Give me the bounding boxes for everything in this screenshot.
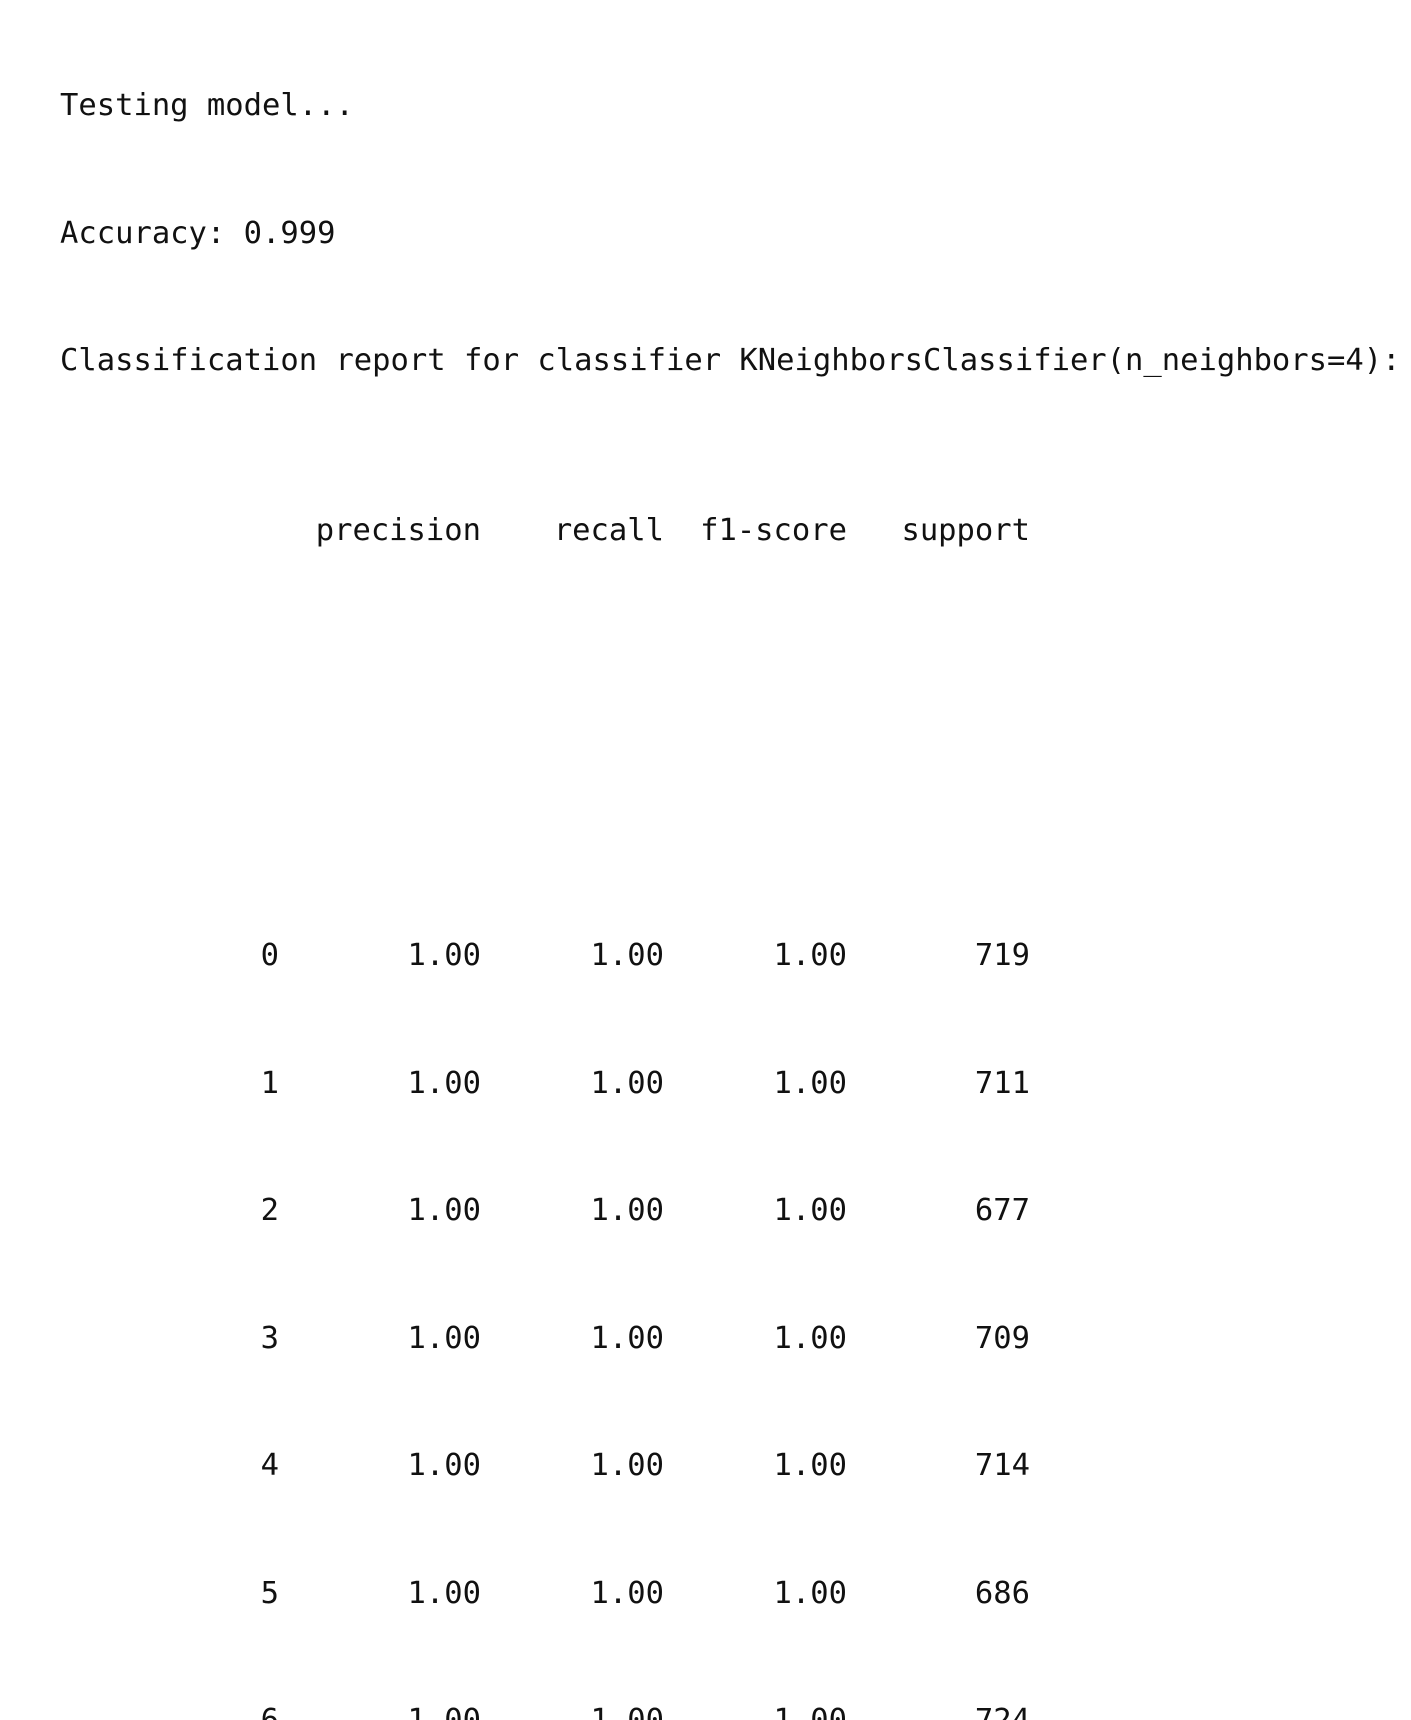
report-title-line: Classification report for classifier KNe… bbox=[60, 343, 1401, 378]
row-label: 3 bbox=[260, 1320, 279, 1356]
row-label: 2 bbox=[260, 1193, 279, 1228]
table-row: 2 1.00 1.00 1.00 677 bbox=[60, 1190, 1400, 1233]
row-label: 1 bbox=[260, 1065, 279, 1101]
row-recall: 1.00 bbox=[590, 1448, 664, 1483]
header-recall: recall bbox=[553, 513, 664, 548]
report-header-row: precision recall f1-score support bbox=[60, 510, 1400, 553]
blank-line bbox=[60, 680, 1400, 723]
row-precision: 1.00 bbox=[407, 1193, 481, 1228]
row-f1-score: 1.00 bbox=[773, 1320, 847, 1356]
row-precision: 1.00 bbox=[407, 1575, 481, 1611]
row-label: 5 bbox=[260, 1575, 279, 1611]
console-output: Testing model... Accuracy: 0.999 Classif… bbox=[60, 0, 1400, 1720]
row-support: 709 bbox=[974, 1320, 1030, 1356]
row-support: 724 bbox=[847, 1700, 1030, 1720]
row-f1-score: 1.00 bbox=[773, 1448, 847, 1483]
table-row: 6 1.00 1.00 1.00 724 bbox=[60, 1700, 1400, 1720]
row-f1-score: 1.00 bbox=[773, 1065, 847, 1101]
row-f1-score: 1.00 bbox=[773, 1193, 847, 1228]
row-support: 711 bbox=[974, 1065, 1030, 1101]
table-row: 0 1.00 1.00 1.00 719 bbox=[60, 935, 1400, 978]
row-precision: 1.00 bbox=[279, 1700, 481, 1720]
header-f1-score: f1-score bbox=[700, 513, 847, 548]
header-label-spacer bbox=[60, 510, 279, 553]
status-line: Testing model... bbox=[60, 88, 354, 123]
row-support: 677 bbox=[974, 1193, 1030, 1228]
row-label: 4 bbox=[260, 1448, 279, 1483]
row-label: 6 bbox=[60, 1700, 279, 1720]
row-recall: 1.00 bbox=[590, 938, 664, 973]
row-recall: 1.00 bbox=[590, 1320, 664, 1356]
row-label: 0 bbox=[260, 938, 279, 973]
row-recall: 1.00 bbox=[590, 1193, 664, 1228]
row-support: 686 bbox=[974, 1575, 1030, 1611]
table-row: 3 1.00 1.00 1.00 709 bbox=[60, 1318, 1400, 1361]
row-recall: 1.00 bbox=[590, 1575, 664, 1611]
row-recall: 1.00 bbox=[481, 1700, 664, 1720]
row-precision: 1.00 bbox=[407, 938, 481, 973]
class-rows: 0 1.00 1.00 1.00 719 1 1.00 1.00 1.00 71… bbox=[60, 850, 1400, 1720]
accuracy-line: Accuracy: 0.999 bbox=[60, 215, 336, 251]
row-f1-score: 1.00 bbox=[773, 1575, 847, 1611]
header-support: support bbox=[901, 513, 1030, 548]
row-f1-score: 1.00 bbox=[773, 938, 847, 973]
row-recall: 1.00 bbox=[590, 1065, 664, 1101]
table-row: 5 1.00 1.00 1.00 686 bbox=[60, 1573, 1400, 1616]
row-support: 714 bbox=[974, 1448, 1030, 1483]
row-support: 719 bbox=[974, 938, 1030, 973]
header-precision: precision bbox=[315, 513, 481, 548]
row-f1-score: 1.00 bbox=[664, 1700, 847, 1720]
table-row: 4 1.00 1.00 1.00 714 bbox=[60, 1445, 1400, 1488]
row-precision: 1.00 bbox=[407, 1320, 481, 1356]
row-precision: 1.00 bbox=[407, 1065, 481, 1101]
table-row: 1 1.00 1.00 1.00 711 bbox=[60, 1063, 1400, 1106]
row-precision: 1.00 bbox=[407, 1448, 481, 1483]
